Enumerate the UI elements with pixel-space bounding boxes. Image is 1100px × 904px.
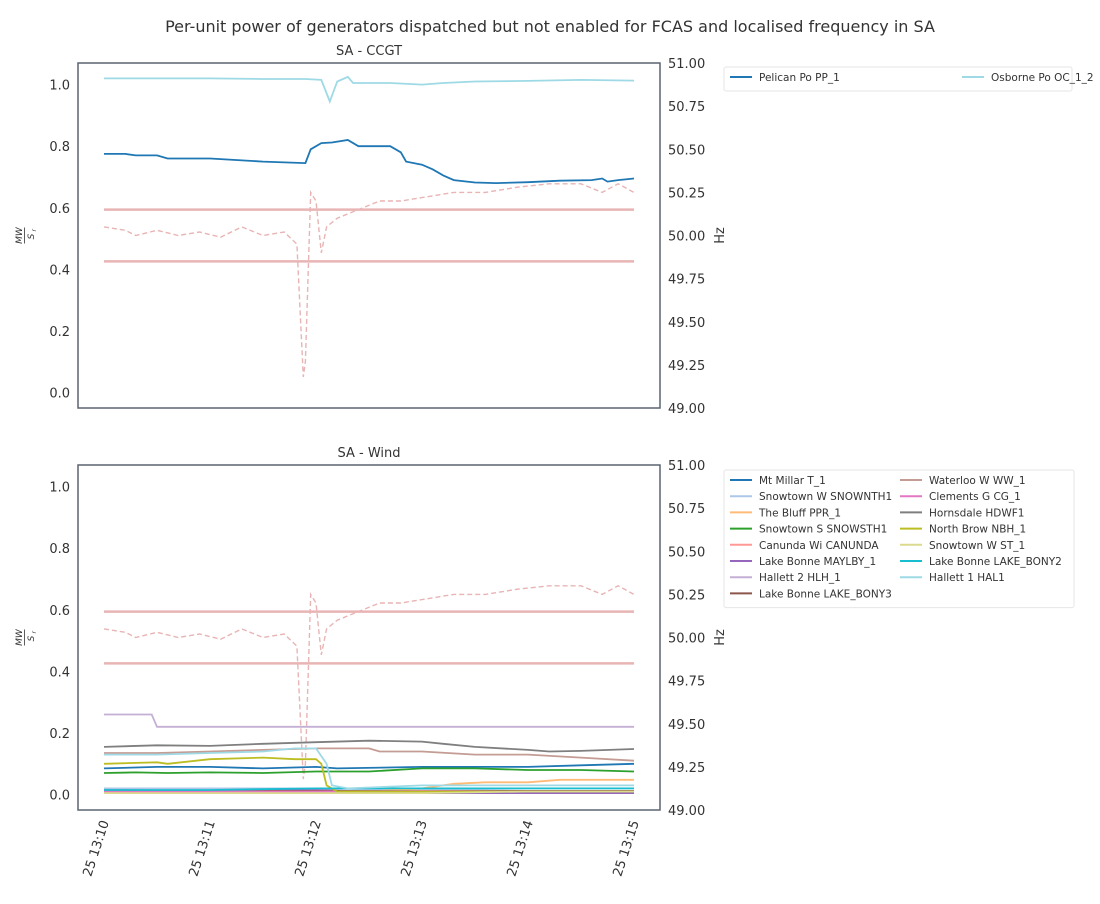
y-axis-label-numerator: MW bbox=[15, 226, 25, 244]
series-line bbox=[104, 747, 635, 762]
x-tick-label: 25 13:10 bbox=[81, 819, 113, 879]
y2-axis-label: Hz bbox=[713, 629, 728, 646]
y2-tick-label: 50.75 bbox=[668, 502, 705, 517]
y2-tick-label: 49.75 bbox=[668, 675, 705, 690]
y-tick-label: 0.0 bbox=[49, 789, 70, 804]
x-tick-label: 25 13:12 bbox=[293, 819, 325, 879]
y2-tick-label: 50.50 bbox=[668, 545, 705, 560]
y-tick-label: 0.8 bbox=[49, 542, 70, 557]
legend-entry: North Brow NBH_1 bbox=[929, 524, 1026, 536]
frequency-line bbox=[103, 183, 635, 378]
y-axis-label-denominator: S bbox=[27, 233, 37, 239]
y2-tick-label: 50.25 bbox=[668, 588, 705, 603]
y2-tick-label: 51.00 bbox=[668, 57, 705, 72]
legend-entry: Osborne Po OC_1_2 bbox=[991, 72, 1094, 84]
y2-tick-label: 51.00 bbox=[668, 459, 705, 474]
legend-entry: Waterloo W WW_1 bbox=[929, 475, 1026, 487]
x-tick-label: 25 13:14 bbox=[505, 819, 537, 879]
figure-title: Per-unit power of generators dispatched … bbox=[165, 17, 935, 36]
y2-tick-label: 49.00 bbox=[668, 402, 705, 417]
y-axis-label-subscript: r bbox=[31, 631, 38, 634]
legend-entry: Mt Millar T_1 bbox=[759, 475, 826, 487]
y2-tick-label: 50.00 bbox=[668, 632, 705, 647]
panel-title: SA - Wind bbox=[337, 446, 400, 461]
series-line bbox=[104, 75, 635, 105]
legend-entry: Clements G CG_1 bbox=[929, 491, 1021, 503]
y2-tick-label: 50.25 bbox=[668, 186, 705, 201]
y2-tick-label: 49.50 bbox=[668, 718, 705, 733]
legend-entry: Canunda Wi CANUNDA bbox=[759, 540, 879, 552]
y-tick-label: 0.4 bbox=[49, 665, 70, 680]
series-line bbox=[103, 762, 635, 770]
y-tick-label: 0.6 bbox=[49, 202, 70, 217]
legend-entry: The Bluff PPR_1 bbox=[758, 507, 841, 519]
series-line bbox=[104, 713, 634, 728]
y2-tick-label: 49.50 bbox=[668, 316, 705, 331]
axes-frame bbox=[77, 464, 661, 811]
y-tick-label: 1.0 bbox=[49, 79, 70, 94]
legend-entry: Lake Bonne MAYLBY_1 bbox=[759, 556, 876, 568]
legend-box bbox=[723, 469, 1075, 609]
y2-tick-label: 49.25 bbox=[668, 359, 705, 374]
y2-tick-label: 50.00 bbox=[668, 230, 705, 245]
series-line bbox=[103, 756, 634, 793]
legend-entry: Snowtown W ST_1 bbox=[929, 540, 1025, 552]
y-tick-label: 1.0 bbox=[49, 481, 70, 496]
series-line bbox=[103, 767, 635, 774]
legend-entry: Lake Bonne LAKE_BONY3 bbox=[759, 588, 892, 600]
legend-entry: Lake Bonne LAKE_BONY2 bbox=[929, 556, 1062, 568]
series-line bbox=[104, 139, 635, 185]
panel-title: SA - CCGT bbox=[336, 44, 402, 59]
legend-box bbox=[723, 66, 1073, 92]
y-axis-label-numerator: MW bbox=[15, 628, 25, 646]
legend-entry: Snowtown W SNOWNTH1 bbox=[759, 491, 892, 503]
y-tick-label: 0.8 bbox=[49, 140, 70, 155]
x-tick-label: 25 13:15 bbox=[611, 819, 643, 879]
y-tick-label: 0.2 bbox=[49, 727, 70, 742]
legend: Mt Millar T_1 Snowtown W SNOWNTH1 The Bluf… bbox=[723, 469, 1075, 609]
axes-frame bbox=[77, 62, 661, 409]
y2-tick-label: 49.00 bbox=[668, 804, 705, 819]
y2-tick-label: 50.75 bbox=[668, 100, 705, 115]
y-tick-label: 0.6 bbox=[49, 604, 70, 619]
x-tick-label: 25 13:11 bbox=[187, 819, 219, 879]
legend-entry: Hallett 2 HLH_1 bbox=[759, 572, 841, 584]
panel-0: SA - CCGT 0.0 0.2 0.4 0.6 0.8 1.0 49.00 49.25 49.… bbox=[15, 44, 1094, 417]
y2-tick-label: 49.75 bbox=[668, 273, 705, 288]
y-axis-label: MW Sr bbox=[15, 226, 38, 244]
x-tick-label: 25 13:13 bbox=[399, 819, 431, 879]
y-tick-label: 0.4 bbox=[49, 263, 70, 278]
legend-entry: Hallett 1 HAL1 bbox=[929, 572, 1005, 584]
series-line bbox=[104, 790, 634, 794]
y-axis-label-subscript: r bbox=[31, 229, 38, 232]
series-line bbox=[104, 747, 634, 790]
series-line bbox=[103, 739, 635, 753]
legend-entry: Snowtown S SNOWSTH1 bbox=[759, 524, 887, 536]
y-axis-label: MW Sr bbox=[15, 628, 38, 646]
y-tick-label: 0.2 bbox=[49, 325, 70, 340]
y2-tick-label: 49.25 bbox=[668, 761, 705, 776]
y2-axis-label: Hz bbox=[713, 227, 728, 244]
y-axis-label-denominator: S bbox=[27, 635, 37, 641]
legend: Pelican Po PP_1 Osborne Po OC_1_2 bbox=[723, 66, 1094, 92]
legend-entry: Pelican Po PP_1 bbox=[759, 72, 840, 84]
frequency-line bbox=[103, 585, 635, 780]
y-tick-label: 0.0 bbox=[49, 387, 70, 402]
y2-tick-label: 50.50 bbox=[668, 143, 705, 158]
panel-1: SA - Wind 0.0 0.2 0.4 0.6 0.8 1.0 49.00 49.25 49.… bbox=[15, 446, 1075, 819]
legend-entry: Hornsdale HDWF1 bbox=[929, 507, 1024, 519]
